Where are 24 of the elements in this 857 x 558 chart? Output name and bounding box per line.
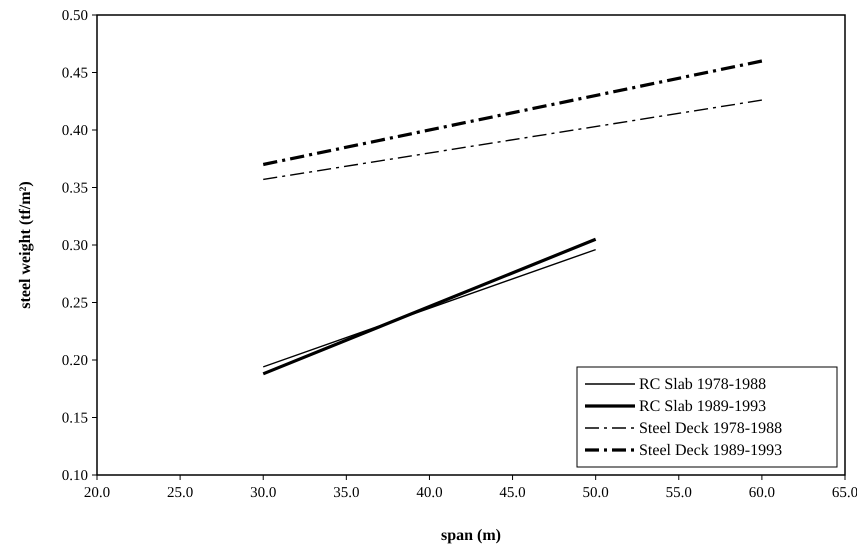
x-tick-label: 30.0 xyxy=(250,485,276,501)
legend-label: RC Slab 1978-1988 xyxy=(639,376,766,393)
y-tick-label: 0.35 xyxy=(62,180,88,196)
x-tick-label: 25.0 xyxy=(166,485,194,501)
legend-label: RC Slab 1989-1993 xyxy=(639,398,766,415)
y-tick-label: 0.30 xyxy=(62,238,88,254)
y-tick-label: 0.50 xyxy=(62,8,88,24)
legend-label: Steel Deck 1978-1988 xyxy=(639,420,782,437)
y-tick-label: 0.25 xyxy=(62,296,88,312)
legend-label: Steel Deck 1989-1993 xyxy=(639,442,782,459)
x-tick-label: 35.0 xyxy=(333,485,360,501)
y-tick-label: 0.45 xyxy=(62,66,88,82)
x-tick-label: 60.0 xyxy=(748,485,776,501)
y-tick-label: 0.10 xyxy=(62,468,88,484)
y-tick-label: 0.20 xyxy=(62,353,88,369)
x-tick-label: 55.0 xyxy=(666,485,692,501)
y-tick-label: 0.15 xyxy=(62,410,88,426)
y-tick-label: 0.40 xyxy=(62,123,88,139)
x-tick-label: 20.0 xyxy=(84,485,110,501)
x-tick-label: 40.0 xyxy=(416,485,443,501)
x-tick-label: 45.0 xyxy=(499,485,526,501)
x-tick-label: 50.0 xyxy=(582,485,609,501)
y-axis-title: steel weight (tf/m²) xyxy=(17,181,34,309)
x-axis-title: span (m) xyxy=(440,527,502,544)
